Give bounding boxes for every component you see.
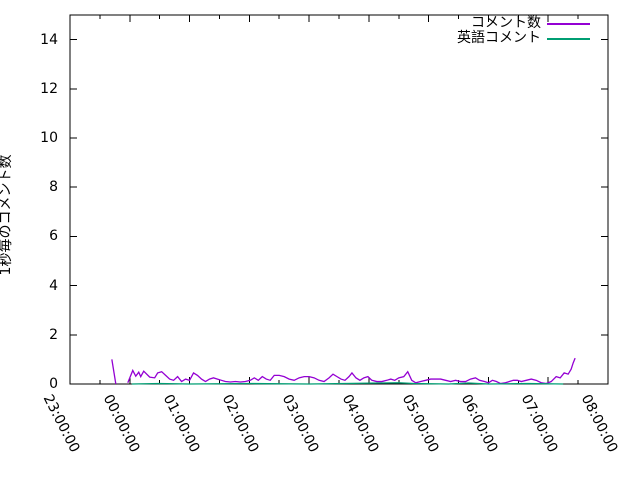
y-tick-label: 12 bbox=[40, 80, 58, 97]
y-tick-label: 8 bbox=[49, 179, 58, 196]
y-tick-label: 14 bbox=[40, 31, 58, 48]
plot-border bbox=[69, 14, 609, 385]
legend-entry-comments: コメント数 bbox=[400, 16, 590, 31]
series-line-0 bbox=[127, 357, 576, 385]
series-line-0 bbox=[111, 359, 117, 385]
legend-label-comments: コメント数 bbox=[471, 15, 541, 31]
y-tick-label: 10 bbox=[40, 130, 58, 146]
y-tick-label: 4 bbox=[49, 277, 58, 294]
y-tick-label: 0 bbox=[49, 376, 58, 392]
legend: コメント数 英語コメント bbox=[400, 16, 590, 46]
y-tick-label: 6 bbox=[49, 228, 58, 245]
legend-label-english-comments: 英語コメント bbox=[457, 30, 541, 46]
legend-line-english-comments-icon bbox=[547, 37, 590, 40]
legend-entry-english-comments: 英語コメント bbox=[400, 31, 590, 46]
legend-line-comments-icon bbox=[547, 22, 590, 25]
y-tick-label: 2 bbox=[49, 326, 58, 343]
series-line-1 bbox=[131, 382, 564, 385]
